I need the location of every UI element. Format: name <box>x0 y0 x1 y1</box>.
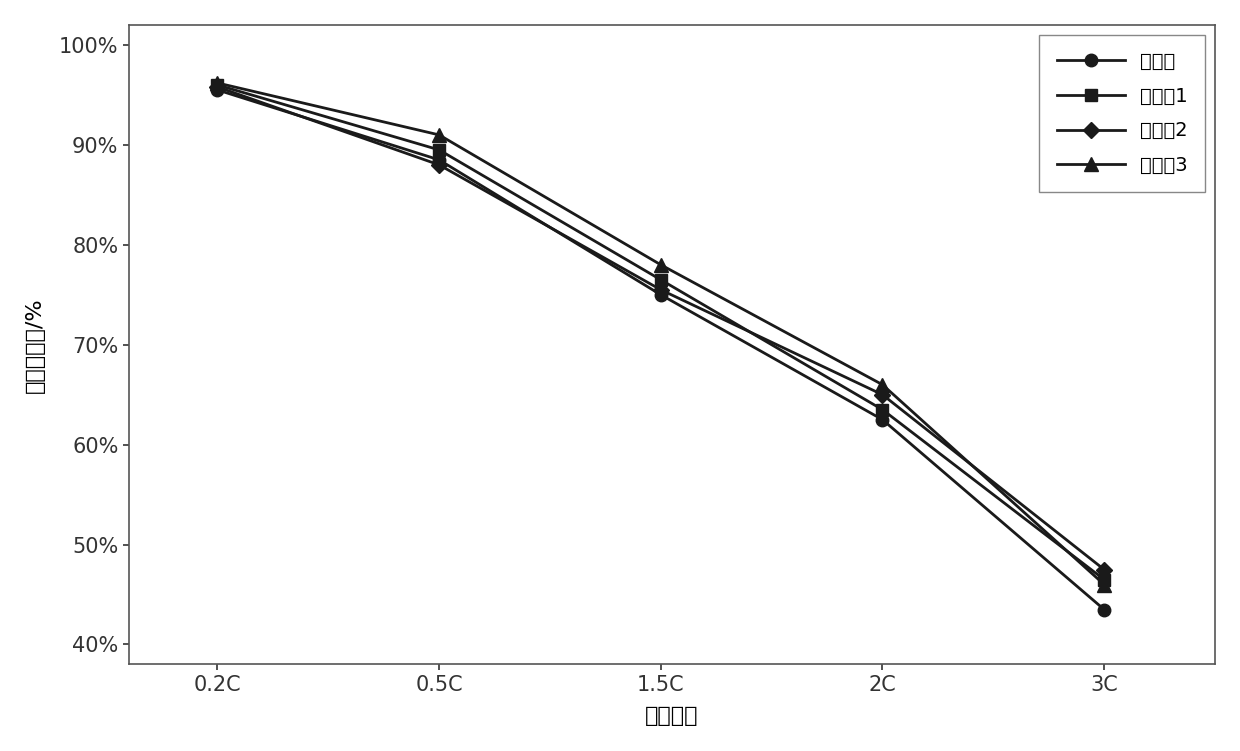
X-axis label: 充电倍率: 充电倍率 <box>645 706 698 726</box>
实施例1 <box>875 406 890 415</box>
实施例2 <box>432 161 446 170</box>
Legend: 对比例, 实施例1, 实施例2, 实施例3: 对比例, 实施例1, 实施例2, 实施例3 <box>1039 35 1205 192</box>
对比例 <box>432 155 446 164</box>
Line: 实施例2: 实施例2 <box>212 81 1110 575</box>
实施例1 <box>210 80 224 89</box>
实施例2 <box>210 83 224 92</box>
Line: 实施例1: 实施例1 <box>211 79 1110 586</box>
实施例3 <box>432 131 446 140</box>
实施例2 <box>875 391 890 400</box>
Line: 对比例: 对比例 <box>211 83 1110 616</box>
实施例2 <box>653 285 668 294</box>
实施例3 <box>1096 580 1111 589</box>
对比例 <box>1096 605 1111 614</box>
实施例3 <box>210 78 224 87</box>
对比例 <box>875 415 890 424</box>
实施例1 <box>1096 575 1111 584</box>
对比例 <box>210 86 224 95</box>
实施例3 <box>875 380 890 389</box>
对比例 <box>653 291 668 300</box>
实施例1 <box>653 276 668 285</box>
Line: 实施例3: 实施例3 <box>211 76 1111 592</box>
Y-axis label: 恒流充入比/%: 恒流充入比/% <box>25 297 45 393</box>
实施例3 <box>653 261 668 270</box>
实施例1 <box>432 146 446 155</box>
实施例2 <box>1096 565 1111 574</box>
